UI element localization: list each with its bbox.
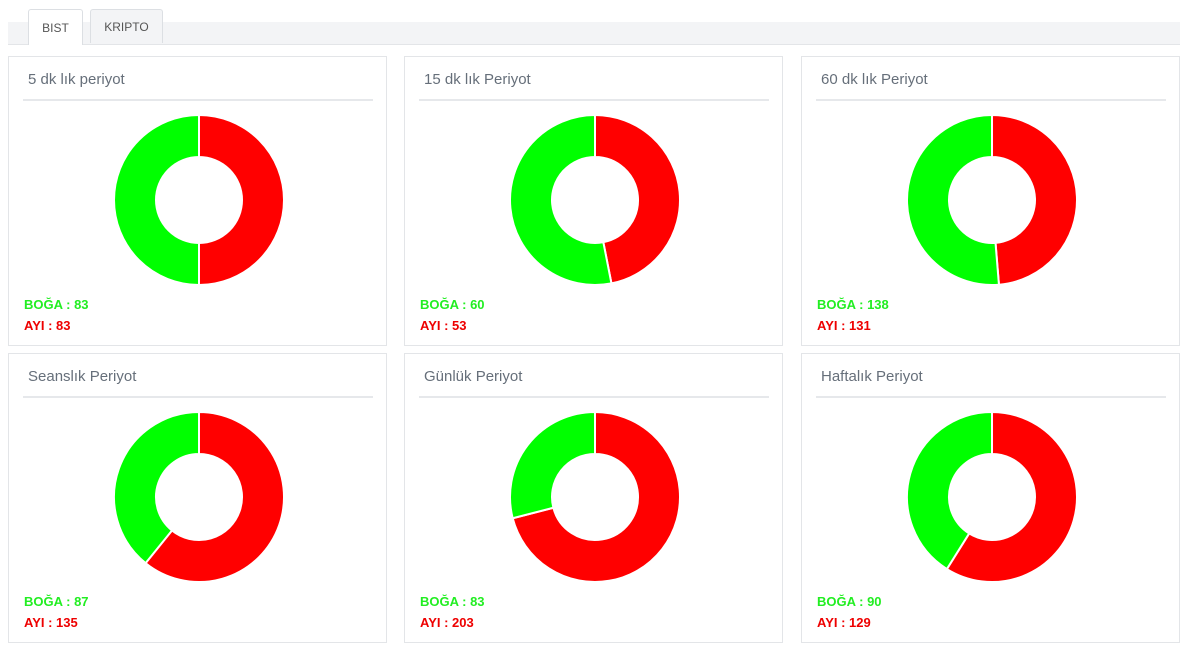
bull-count: BOĞA : 83 [24, 297, 89, 312]
card-5dk: 5 dk lık periyot BOĞA : 83 AYI : 83 [8, 56, 387, 346]
card-seanslik: Seanslık Periyot BOĞA : 87 AYI : 135 [8, 353, 387, 643]
donut-chart [113, 411, 285, 583]
tab-kripto[interactable]: KRIPTO [90, 9, 163, 43]
divider [23, 99, 373, 101]
bull-count: BOĞA : 60 [420, 297, 485, 312]
bear-slice [594, 114, 681, 285]
bear-slice [198, 114, 285, 286]
card-title: Günlük Periyot [424, 368, 523, 385]
tab-bist[interactable]: BIST [28, 9, 83, 45]
donut-chart [906, 411, 1078, 583]
card-title: 60 dk lık Periyot [821, 71, 928, 88]
bull-slice [509, 411, 596, 520]
card-haftalik: Haftalık Periyot BOĞA : 90 AYI : 129 [801, 353, 1180, 643]
donut-chart [113, 114, 285, 286]
bear-count: AYI : 53 [420, 318, 467, 333]
donut-chart [509, 114, 681, 286]
bear-count: AYI : 129 [817, 615, 871, 630]
divider [419, 99, 769, 101]
bear-count: AYI : 135 [24, 615, 78, 630]
divider [816, 396, 1166, 398]
card-title: Haftalık Periyot [821, 368, 923, 385]
bull-slice [906, 411, 993, 571]
bull-slice [509, 114, 613, 286]
donut-chart [509, 411, 681, 583]
divider [419, 396, 769, 398]
card-15dk: 15 dk lık Periyot BOĞA : 60 AYI : 53 [404, 56, 783, 346]
bear-count: AYI : 131 [817, 318, 871, 333]
bull-slice [906, 114, 1001, 286]
bull-count: BOĞA : 90 [817, 594, 882, 609]
bear-slice [144, 411, 285, 583]
card-title: 5 dk lık periyot [28, 71, 125, 88]
tab-bar [8, 22, 1180, 45]
divider [816, 99, 1166, 101]
bear-slice [511, 411, 681, 583]
card-title: Seanslık Periyot [28, 368, 137, 385]
bull-slice [113, 114, 200, 286]
donut-chart [906, 114, 1078, 286]
bull-count: BOĞA : 87 [24, 594, 89, 609]
divider [23, 396, 373, 398]
card-60dk: 60 dk lık Periyot BOĞA : 138 AYI : 131 [801, 56, 1180, 346]
bear-count: AYI : 83 [24, 318, 71, 333]
bull-slice [113, 411, 200, 565]
bear-slice [991, 114, 1078, 286]
bear-count: AYI : 203 [420, 615, 474, 630]
bull-count: BOĞA : 83 [420, 594, 485, 609]
card-gunluk: Günlük Periyot BOĞA : 83 AYI : 203 [404, 353, 783, 643]
bull-count: BOĞA : 138 [817, 297, 889, 312]
card-title: 15 dk lık Periyot [424, 71, 531, 88]
bear-slice [945, 411, 1078, 583]
